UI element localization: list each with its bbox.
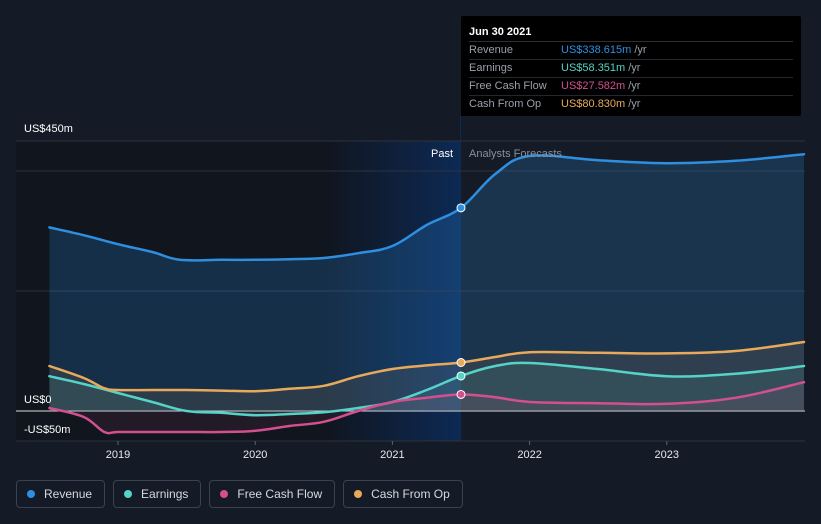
tooltip-label: Revenue bbox=[469, 44, 514, 56]
series-line-cash-from-op bbox=[48, 340, 806, 393]
legend-item-earnings[interactable]: Earnings bbox=[113, 480, 202, 508]
y-axis-label: US$450m bbox=[24, 123, 73, 135]
tooltip-label: Free Cash Flow bbox=[469, 80, 547, 92]
y-axis-label: -US$50m bbox=[24, 424, 70, 436]
series-line-free-cash-flow bbox=[48, 380, 806, 435]
x-tick-label: 2020 bbox=[243, 449, 267, 461]
tooltip-value: US$27.582m bbox=[561, 80, 626, 92]
legend-label: Cash From Op bbox=[371, 487, 450, 501]
x-tick-label: 2021 bbox=[380, 449, 404, 461]
legend-item-cash-from-op[interactable]: Cash From Op bbox=[343, 480, 463, 508]
series-line-earnings bbox=[48, 361, 806, 417]
legend-label: Revenue bbox=[44, 487, 93, 501]
tooltip-row-cash-from-op: Cash From Op US$80.830m /yr bbox=[469, 96, 793, 113]
legend-label: Earnings bbox=[141, 487, 189, 501]
legend-label: Free Cash Flow bbox=[237, 487, 323, 501]
tooltip-value: US$338.615m bbox=[561, 44, 632, 56]
chart-legend: Revenue Earnings Free Cash Flow Cash Fro… bbox=[16, 480, 463, 508]
free-cash-flow-dot-icon bbox=[220, 490, 229, 498]
tooltip-unit: /yr bbox=[628, 62, 641, 74]
marker-cash-from-op bbox=[456, 358, 466, 368]
legend-item-revenue[interactable]: Revenue bbox=[16, 480, 106, 508]
tooltip-row-free-cash-flow: Free Cash Flow US$27.582m /yr bbox=[469, 78, 793, 96]
tooltip-unit: /yr bbox=[628, 98, 641, 110]
past-label: Past bbox=[431, 148, 453, 160]
tooltip-date: Jun 30 2021 bbox=[469, 24, 793, 42]
tooltip-label: Cash From Op bbox=[469, 98, 542, 110]
forecast-label: Analysts Forecasts bbox=[469, 148, 562, 160]
marker-free-cash-flow bbox=[456, 389, 466, 399]
marker-revenue bbox=[456, 203, 466, 213]
revenue-dot-icon bbox=[27, 490, 35, 498]
tooltip-row-earnings: Earnings US$58.351m /yr bbox=[469, 60, 793, 78]
tooltip-value: US$80.830m bbox=[561, 98, 626, 110]
cash-from-op-dot-icon bbox=[354, 490, 363, 498]
x-tick-label: 2019 bbox=[106, 449, 130, 461]
tooltip-label: Earnings bbox=[469, 62, 513, 74]
tooltip-unit: /yr bbox=[634, 44, 647, 56]
legend-item-free-cash-flow[interactable]: Free Cash Flow bbox=[209, 480, 336, 508]
marker-earnings bbox=[456, 371, 466, 381]
series-area-cash-from-op bbox=[49, 342, 804, 411]
x-tick-label: 2023 bbox=[655, 449, 679, 461]
x-tick-label: 2022 bbox=[517, 449, 541, 461]
earnings-dot-icon bbox=[124, 490, 133, 498]
tooltip-unit: /yr bbox=[628, 80, 641, 92]
tooltip-value: US$58.351m bbox=[561, 62, 626, 74]
data-tooltip: Jun 30 2021 Revenue US$338.615m /yr Earn… bbox=[461, 16, 801, 116]
series-area-free-cash-flow bbox=[49, 382, 804, 434]
series-area-revenue bbox=[49, 154, 804, 411]
past-divider-top bbox=[460, 116, 461, 141]
y-axis-label: US$0 bbox=[24, 394, 52, 406]
series-line-revenue bbox=[48, 152, 806, 262]
series-area-earnings bbox=[49, 362, 804, 416]
tooltip-row-revenue: Revenue US$338.615m /yr bbox=[469, 42, 793, 60]
